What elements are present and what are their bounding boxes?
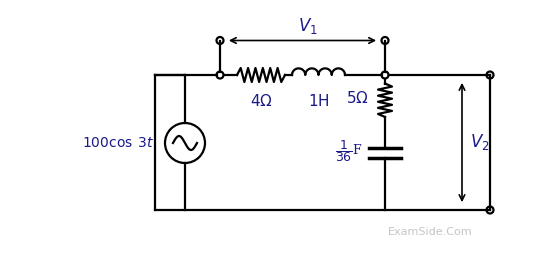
Text: $100\cos\;3t$: $100\cos\;3t$ [83, 136, 155, 150]
Text: $4\Omega$: $4\Omega$ [250, 93, 273, 109]
Text: $\mathit{V}_2$: $\mathit{V}_2$ [470, 132, 490, 152]
Text: ExamSide.Com: ExamSide.Com [388, 227, 473, 237]
Text: $1\mathrm{H}$: $1\mathrm{H}$ [307, 93, 329, 109]
Text: $5\Omega$: $5\Omega$ [346, 90, 369, 106]
Text: $\mathit{V}_1$: $\mathit{V}_1$ [297, 16, 317, 37]
Text: $\dfrac{1}{36}$F: $\dfrac{1}{36}$F [335, 138, 363, 164]
